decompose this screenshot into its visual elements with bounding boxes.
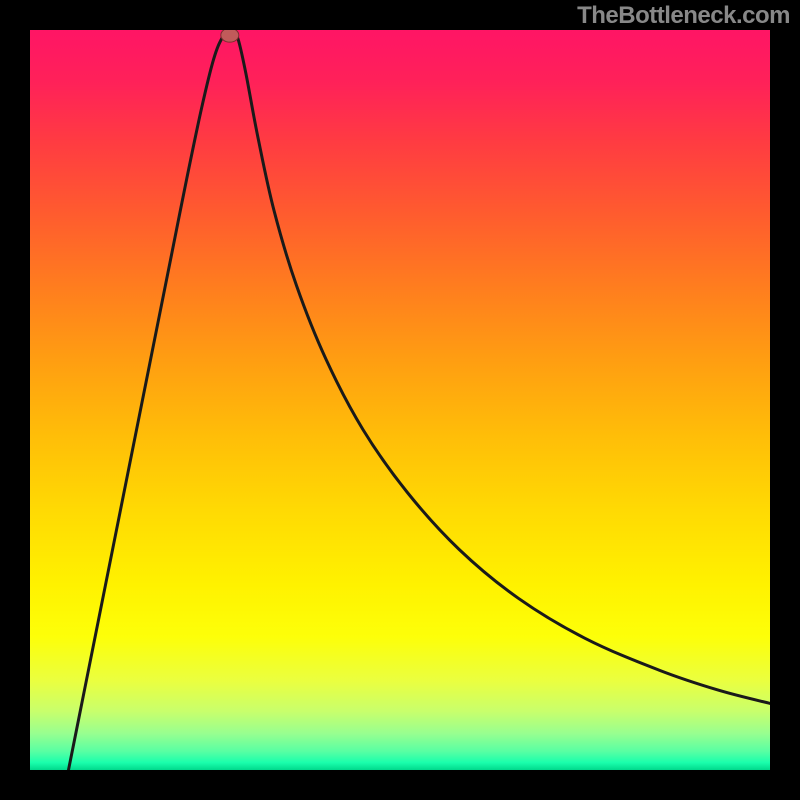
curve-left-branch	[68, 30, 229, 770]
plot-area	[30, 30, 770, 770]
curve-right-branch	[234, 30, 771, 703]
chart-outer-frame: TheBottleneck.com	[0, 0, 800, 800]
curve-layer	[30, 30, 770, 770]
watermark-text: TheBottleneck.com	[577, 2, 790, 30]
minimum-marker	[221, 30, 239, 42]
